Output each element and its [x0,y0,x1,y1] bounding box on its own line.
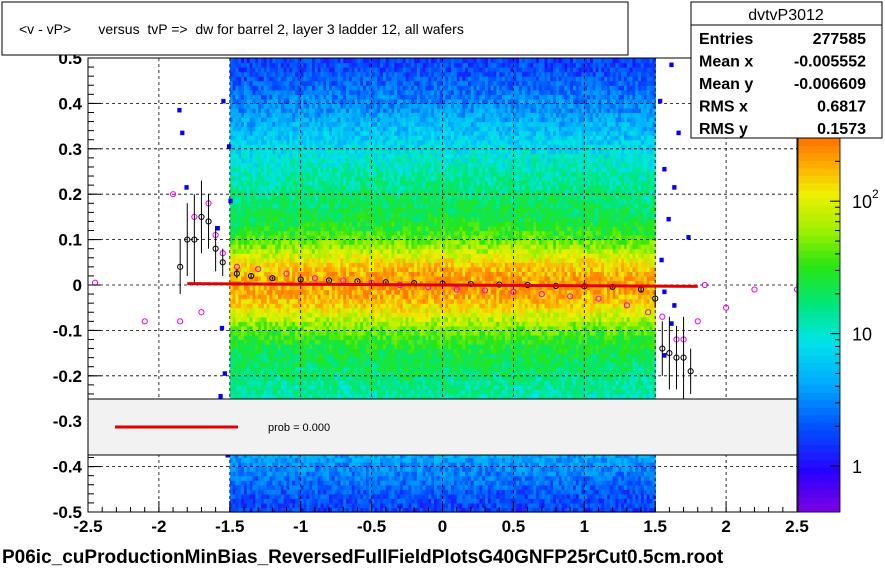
chart-canvas: -2.5 -2 -1.5 -1 -0.5 0 0.5 1 1.5 2 2.5 -0.5-0.4-0.… [0,0,885,569]
root: -2.5 -2 -1.5 -1 -0.5 0 0.5 1 1.5 2 2.5 -0.5 -0.4 -0.… [0,0,885,569]
